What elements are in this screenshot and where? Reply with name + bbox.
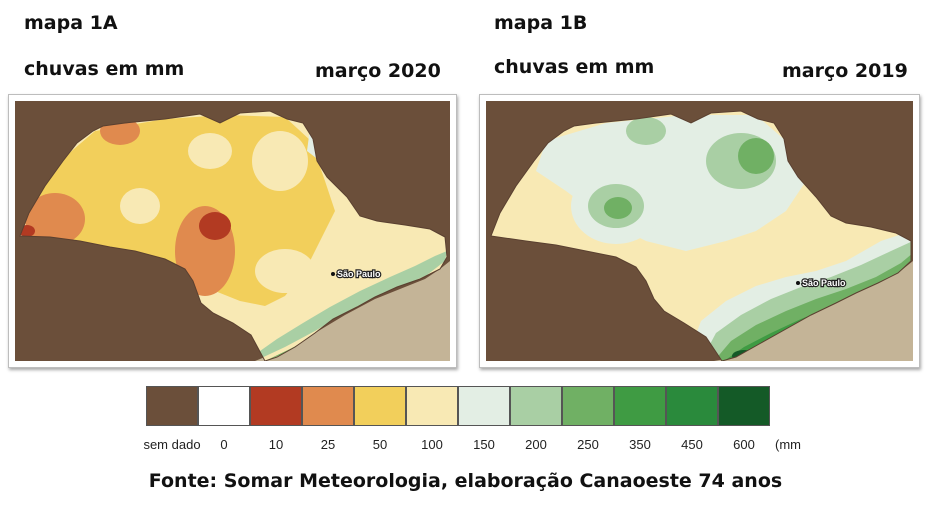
legend-label-2: 10 [268,437,284,452]
legend-label-1: 0 [220,437,228,452]
legend-swatch-1 [198,386,250,426]
legend-swatch-11 [718,386,770,426]
legend-label-8: 250 [577,437,599,452]
map-b-panel: São Paulo [479,94,920,368]
map-a-city-marker [331,272,335,276]
legend-swatch-5 [406,386,458,426]
legend-swatch-7 [510,386,562,426]
map-a-date: março 2020 [315,60,441,82]
legend-swatch-6 [458,386,510,426]
map-b-title: mapa 1B [494,12,588,34]
map-a-title: mapa 1A [24,12,118,34]
legend-swatch-10 [666,386,718,426]
legend-unit-label: (mm [775,437,801,452]
legend-swatch-4 [354,386,406,426]
legend-label-0: sem dado [143,437,201,452]
legend-label-10: 450 [681,437,703,452]
legend-label-11: 600 [733,437,755,452]
legend-label-9: 350 [629,437,651,452]
map-a-image: São Paulo [15,101,450,361]
legend-label-6: 150 [473,437,495,452]
map-b-city-marker [796,281,800,285]
legend-swatch-9 [614,386,666,426]
legend-swatch-8 [562,386,614,426]
map-b-subtitle: chuvas em mm [494,56,655,78]
map-b-date: março 2019 [782,60,908,82]
legend-label-3: 25 [320,437,336,452]
source-caption: Fonte: Somar Meteorologia, elaboração Ca… [148,470,783,492]
legend-label-7: 200 [525,437,547,452]
legend-color-bar [146,386,771,428]
legend-label-4: 50 [372,437,388,452]
legend-swatch-0 [146,386,198,426]
map-a-subtitle: chuvas em mm [24,58,185,80]
map-b-city-label: São Paulo [802,278,846,288]
legend-swatch-2 [250,386,302,426]
map-b-image: São Paulo [486,101,913,361]
map-a-city-label: São Paulo [337,269,381,279]
map-a-panel: São Paulo [8,94,457,368]
legend-label-5: 100 [421,437,443,452]
legend-swatch-3 [302,386,354,426]
